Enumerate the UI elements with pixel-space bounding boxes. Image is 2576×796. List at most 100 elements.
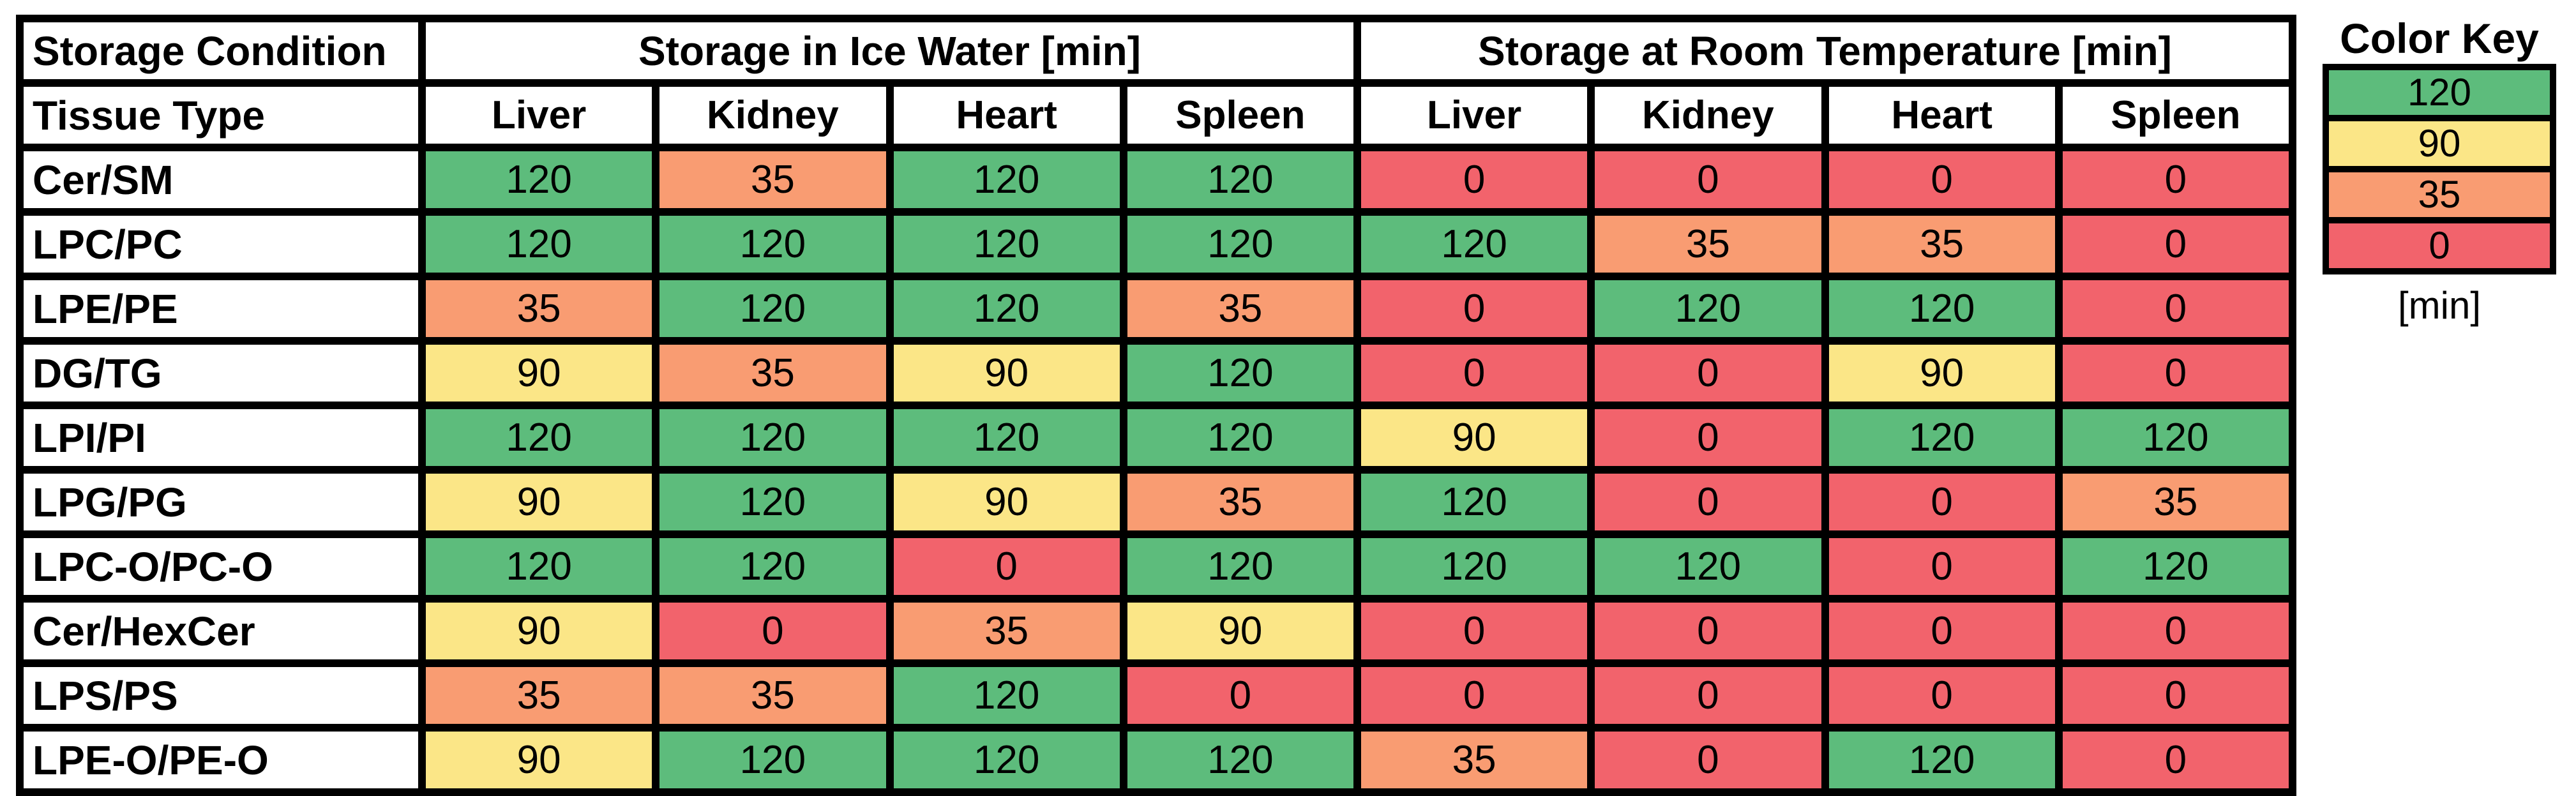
- value-cell: 120: [1587, 273, 1829, 345]
- value-cell: 0: [2054, 724, 2297, 796]
- value-cell: 0: [1353, 273, 1595, 345]
- table-row: LPE/PE 35 120 120 35 0 120 120 0: [16, 273, 2297, 345]
- value-cell: 120: [885, 402, 1127, 474]
- value-cell: 120: [885, 208, 1127, 280]
- value-cell: 35: [2054, 466, 2297, 538]
- color-key-box: 120 90 35 0: [2323, 64, 2556, 274]
- value-cell: 90: [885, 337, 1127, 409]
- value-cell: 120: [652, 530, 894, 603]
- value-cell: 120: [1821, 724, 2063, 796]
- value-cell: 35: [1587, 208, 1829, 280]
- tissue-label: DG/TG: [16, 337, 426, 409]
- tissue-label: LPC-O/PC-O: [16, 530, 426, 603]
- value-cell: 0: [1119, 659, 1362, 732]
- value-cell: 35: [1119, 273, 1362, 345]
- value-cell: 0: [1587, 724, 1829, 796]
- value-cell: 120: [418, 402, 660, 474]
- color-key: Color Key 120 90 35 0 [min]: [2323, 13, 2556, 327]
- table-row: LPC-O/PC-O 120 120 0 120 120 120 0 120: [16, 530, 2297, 603]
- value-cell: 0: [652, 595, 894, 667]
- value-cell: 120: [1821, 402, 2063, 474]
- section-header-ice-water: Storage in Ice Water [min]: [418, 15, 1361, 87]
- header-row-sections: Storage Condition Storage in Ice Water […: [16, 15, 2296, 87]
- value-cell: 0: [2054, 208, 2297, 280]
- tissue-label: Cer/HexCer: [16, 595, 426, 667]
- table-row: LPE-O/PE-O 90 120 120 120 35 0 120 0: [16, 724, 2297, 796]
- value-cell: 0: [2054, 273, 2297, 345]
- value-cell: 90: [885, 466, 1127, 538]
- value-cell: 120: [2054, 530, 2297, 603]
- stability-table: Storage Condition Storage in Ice Water […: [16, 15, 2297, 796]
- tissue-label: LPC/PC: [16, 208, 426, 280]
- tissue-label: LPE/PE: [16, 273, 426, 345]
- value-cell: 0: [1821, 466, 2063, 538]
- tissue-label: LPI/PI: [16, 402, 426, 474]
- value-cell: 90: [1353, 402, 1595, 474]
- value-cell: 35: [885, 595, 1127, 667]
- organ-header-ice-spleen: Spleen: [1119, 79, 1362, 151]
- value-cell: 0: [2054, 595, 2297, 667]
- table-row: LPI/PI 120 120 120 120 90 0 120 120: [16, 402, 2297, 474]
- color-key-entry-35: 35: [2329, 166, 2550, 217]
- value-cell: 120: [1119, 208, 1362, 280]
- value-cell: 0: [885, 530, 1127, 603]
- value-cell: 0: [1587, 337, 1829, 409]
- value-cell: 120: [652, 724, 894, 796]
- value-cell: 35: [652, 337, 894, 409]
- value-cell: 0: [1353, 659, 1595, 732]
- value-cell: 120: [885, 144, 1127, 216]
- value-cell: 0: [1821, 595, 2063, 667]
- value-cell: 35: [652, 659, 894, 732]
- value-cell: 120: [418, 530, 660, 603]
- value-cell: 120: [418, 144, 660, 216]
- table-row: LPC/PC 120 120 120 120 120 35 35 0: [16, 208, 2297, 280]
- value-cell: 120: [2054, 402, 2297, 474]
- organ-header-room-heart: Heart: [1821, 79, 2063, 151]
- value-cell: 120: [885, 273, 1127, 345]
- value-cell: 90: [1821, 337, 2063, 409]
- value-cell: 0: [2054, 144, 2297, 216]
- value-cell: 120: [652, 466, 894, 538]
- color-key-entry-120: 120: [2329, 70, 2550, 115]
- value-cell: 35: [1119, 466, 1362, 538]
- value-cell: 120: [1119, 402, 1362, 474]
- value-cell: 120: [885, 659, 1127, 732]
- color-key-title: Color Key: [2340, 15, 2539, 62]
- tissue-label: LPS/PS: [16, 659, 426, 732]
- value-cell: 90: [1119, 595, 1362, 667]
- value-cell: 0: [2054, 659, 2297, 732]
- organ-header-room-liver: Liver: [1353, 79, 1595, 151]
- stability-table-body: Cer/SM 120 35 120 120 0 0 0 0 LPC/PC 120 120 120 120 1…: [16, 144, 2297, 796]
- value-cell: 90: [418, 466, 660, 538]
- value-cell: 120: [1119, 144, 1362, 216]
- value-cell: 120: [1119, 724, 1362, 796]
- corner-storage-condition: Storage Condition: [16, 15, 426, 87]
- value-cell: 120: [1119, 337, 1362, 409]
- organ-header-ice-liver: Liver: [418, 79, 660, 151]
- organ-header-room-kidney: Kidney: [1587, 79, 1829, 151]
- value-cell: 0: [1821, 530, 2063, 603]
- table-row: LPG/PG 90 120 90 35 120 0 0 35: [16, 466, 2297, 538]
- value-cell: 120: [418, 208, 660, 280]
- value-cell: 35: [418, 273, 660, 345]
- color-key-entry-0: 0: [2329, 217, 2550, 268]
- value-cell: 0: [1821, 144, 2063, 216]
- value-cell: 120: [1353, 530, 1595, 603]
- organ-header-ice-kidney: Kidney: [652, 79, 894, 151]
- organ-header-ice-heart: Heart: [885, 79, 1127, 151]
- value-cell: 90: [418, 337, 660, 409]
- value-cell: 120: [652, 402, 894, 474]
- tissue-label: Cer/SM: [16, 144, 426, 216]
- value-cell: 0: [1587, 402, 1829, 474]
- color-key-unit: [min]: [2397, 284, 2482, 327]
- tissue-label: LPG/PG: [16, 466, 426, 538]
- value-cell: 90: [418, 724, 660, 796]
- value-cell: 0: [2054, 337, 2297, 409]
- value-cell: 90: [418, 595, 660, 667]
- value-cell: 120: [1353, 466, 1595, 538]
- value-cell: 0: [1587, 659, 1829, 732]
- value-cell: 120: [652, 273, 894, 345]
- value-cell: 120: [1821, 273, 2063, 345]
- value-cell: 0: [1353, 595, 1595, 667]
- value-cell: 120: [1587, 530, 1829, 603]
